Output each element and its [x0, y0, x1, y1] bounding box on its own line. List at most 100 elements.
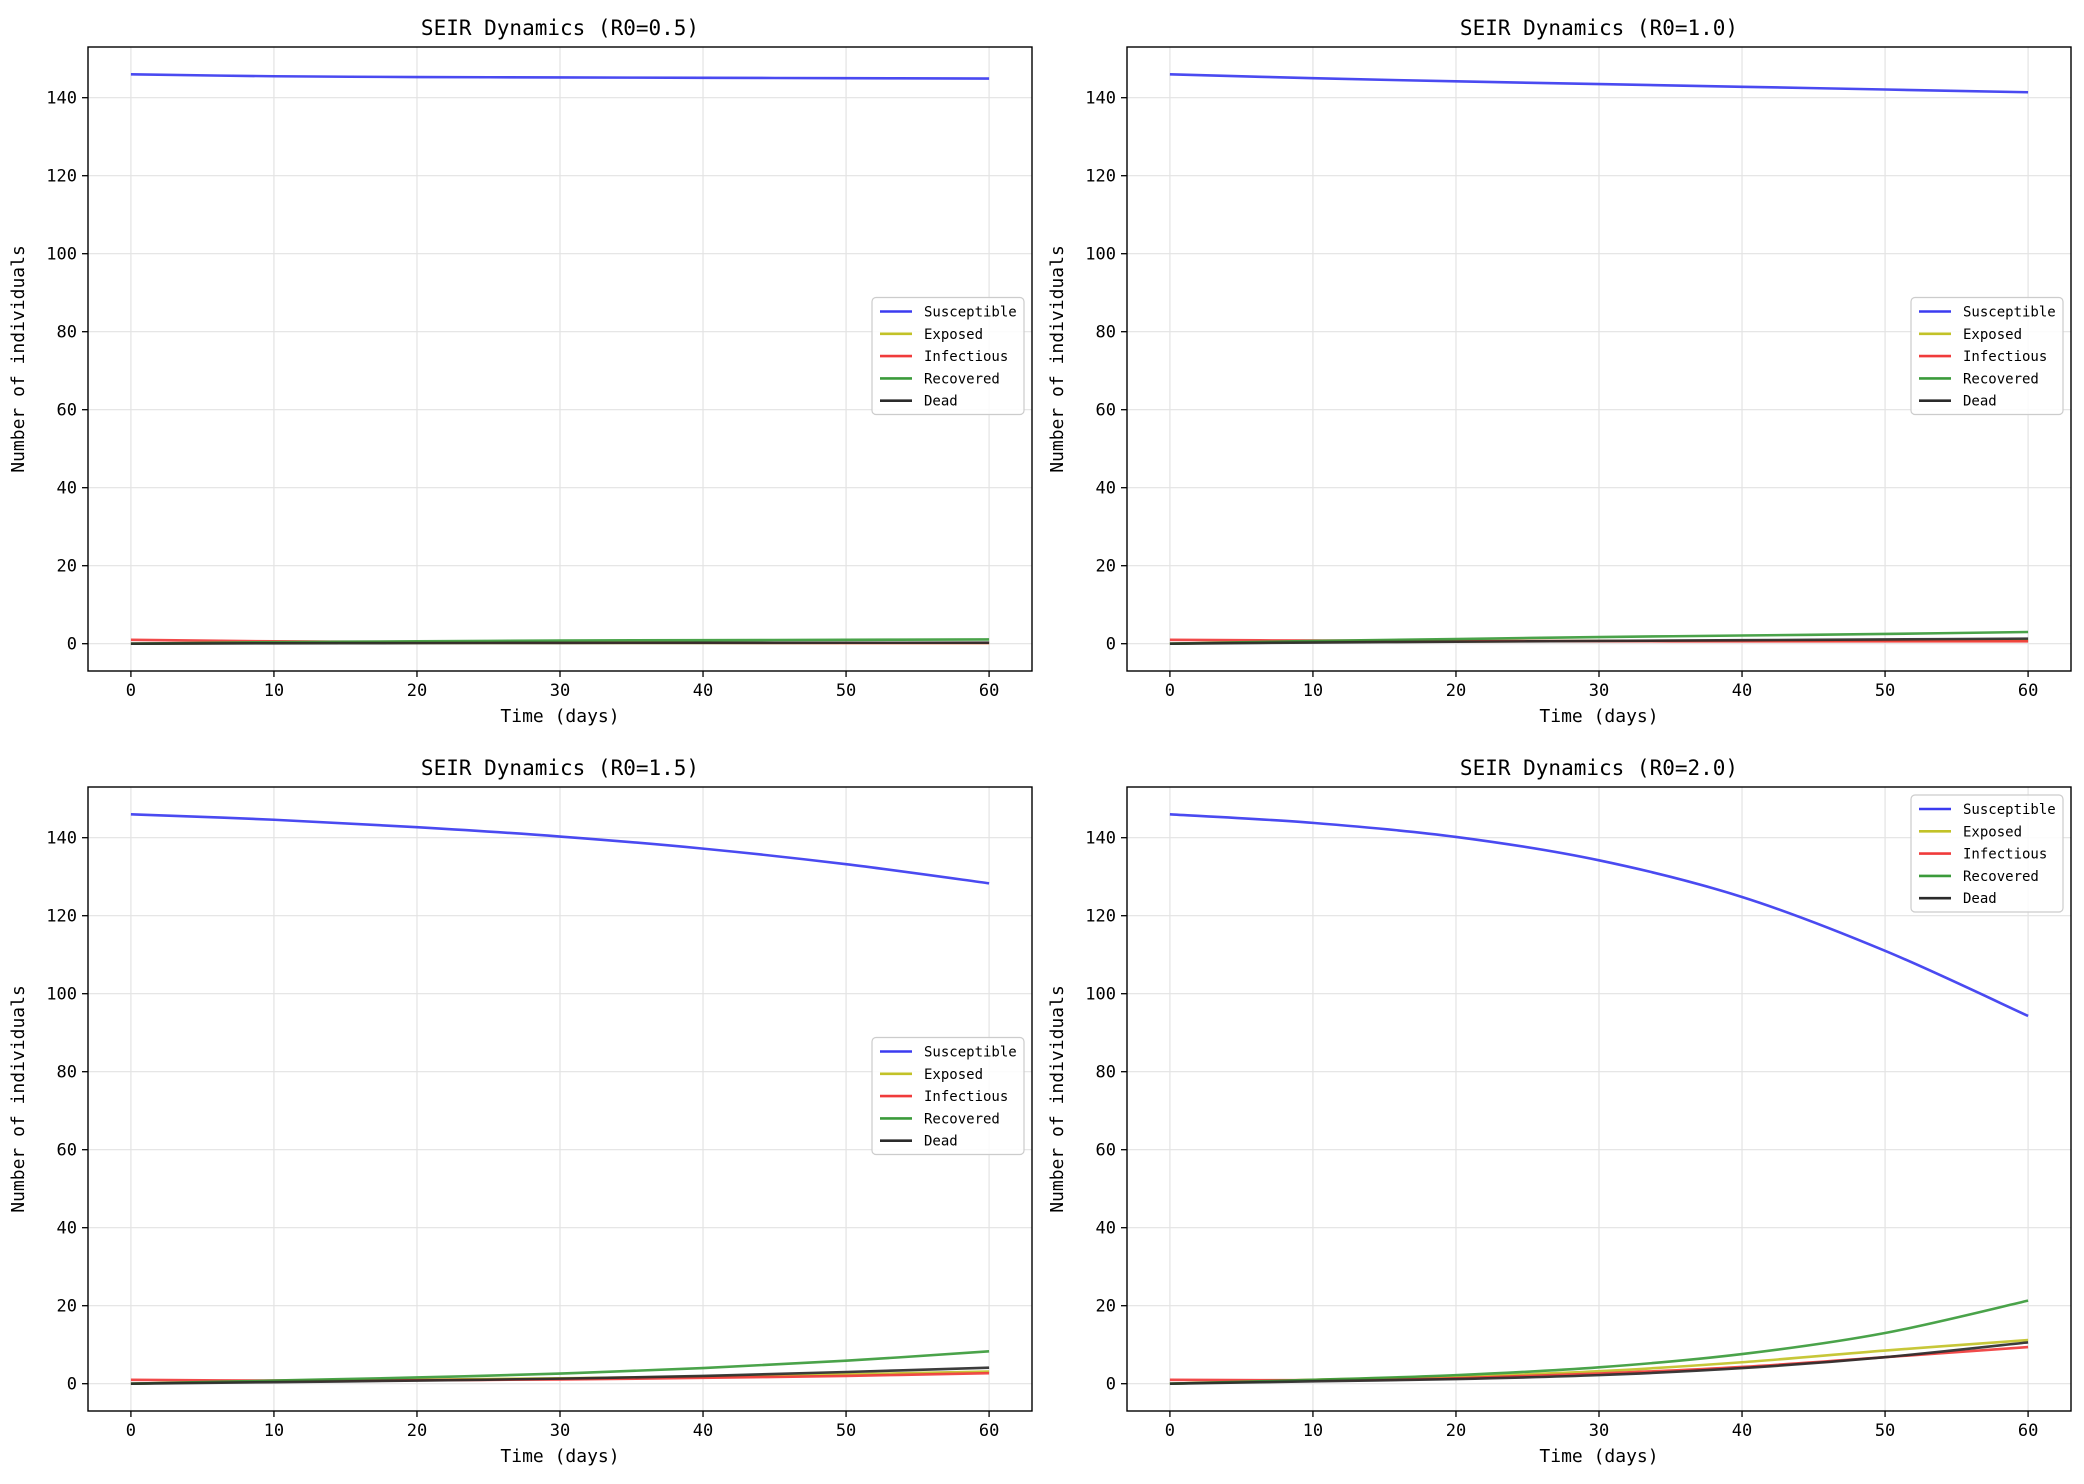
legend: Susceptible Exposed Infectious Recovered Dea… [1910, 794, 2064, 913]
y-tick-label: 0 [67, 1375, 77, 1395]
x-tick-label: 40 [693, 1421, 713, 1441]
x-tick-label: 40 [1732, 1421, 1752, 1441]
series-line-dead [1169, 1341, 2029, 1385]
x-axis-label: Time (days) [1539, 1446, 1658, 1467]
legend: Susceptible Exposed Infectious Recovered Dea… [871, 296, 1025, 416]
y-axis-label: Number of individuals [8, 245, 29, 473]
x-tick-label: 30 [550, 681, 570, 701]
series-lines [130, 73, 990, 645]
x-tick-label: 60 [979, 681, 999, 701]
x-axis-label: Time (days) [500, 706, 619, 727]
y-tick-label: 80 [1096, 1063, 1116, 1083]
legend-label-dead: Dead [1963, 891, 1997, 907]
x-tick-label: 30 [1589, 1421, 1609, 1441]
legend-label-exposed: Exposed [1963, 824, 2022, 840]
y-tick-label: 120 [46, 907, 77, 927]
subplot-r0-0-5: 0 10 20 30 40 50 60 0 20 40 60 80 100 120 140 SEIR Dyna… [8, 16, 1033, 727]
y-axis-label: Number of individuals [1047, 985, 1068, 1213]
legend-label-dead: Dead [1963, 394, 1997, 410]
x-tick-label: 40 [1732, 681, 1752, 701]
y-tick-label: 140 [1085, 89, 1116, 109]
y-tick-label: 20 [1096, 1297, 1116, 1317]
legend-label-infectious: Infectious [1963, 349, 2047, 365]
x-tick-label: 20 [407, 1421, 427, 1441]
y-tick-label: 60 [57, 401, 77, 421]
legend-label-susceptible: Susceptible [1963, 802, 2056, 818]
series-lines [1169, 813, 2029, 1385]
legend-box [1910, 296, 2064, 416]
subplot-r0-1-0: 0 10 20 30 40 50 60 0 20 40 60 80 100 120 140 SEIR Dyna… [1047, 16, 2072, 727]
x-tick-label: 60 [979, 1421, 999, 1441]
x-tick-label: 10 [1303, 1421, 1323, 1441]
legend-box [871, 296, 1025, 416]
y-tick-label: 120 [46, 167, 77, 187]
x-tick-label: 20 [1446, 681, 1466, 701]
y-tick-label: 60 [57, 1141, 77, 1161]
legend-label-susceptible: Susceptible [924, 1045, 1017, 1061]
legend-label-recovered: Recovered [924, 371, 1000, 387]
series-line-susceptible [130, 73, 990, 80]
x-axis-label: Time (days) [1539, 706, 1658, 727]
y-axis-label: Number of individuals [1047, 245, 1068, 473]
x-tick-label: 0 [126, 681, 136, 701]
chart-title: SEIR Dynamics (R0=1.0) [1460, 16, 1738, 40]
y-tick-label: 80 [57, 1063, 77, 1083]
y-tick-label: 20 [57, 557, 77, 577]
y-tick-label: 120 [1085, 167, 1116, 187]
series-line-susceptible [1169, 73, 2029, 94]
legend-label-recovered: Recovered [1963, 371, 2039, 387]
legend-label-infectious: Infectious [924, 349, 1008, 365]
y-tick-label: 0 [1106, 635, 1116, 655]
y-tick-label: 40 [1096, 1219, 1116, 1239]
y-tick-label: 80 [57, 323, 77, 343]
legend-label-recovered: Recovered [1963, 869, 2039, 885]
series-line-recovered [1169, 1299, 2029, 1385]
y-tick-label: 0 [1106, 1375, 1116, 1395]
legend-label-infectious: Infectious [1963, 847, 2047, 863]
x-tick-label: 40 [693, 681, 713, 701]
x-tick-label: 10 [1303, 681, 1323, 701]
x-tick-label: 0 [126, 1421, 136, 1441]
y-tick-label: 100 [1085, 245, 1116, 265]
y-tick-label: 40 [57, 1219, 77, 1239]
x-tick-label: 60 [2018, 681, 2038, 701]
x-tick-label: 50 [1875, 1421, 1895, 1441]
x-tick-label: 50 [836, 1421, 856, 1441]
y-tick-label: 60 [1096, 1141, 1116, 1161]
y-tick-label: 140 [1085, 829, 1116, 849]
chart-title: SEIR Dynamics (R0=2.0) [1460, 756, 1738, 780]
series-line-susceptible [130, 813, 990, 885]
legend-label-exposed: Exposed [924, 1067, 983, 1083]
y-tick-label: 100 [1085, 985, 1116, 1005]
chart-title: SEIR Dynamics (R0=1.5) [421, 756, 699, 780]
legend-label-exposed: Exposed [1963, 327, 2022, 343]
x-tick-label: 50 [1875, 681, 1895, 701]
legend-label-dead: Dead [924, 1134, 958, 1150]
series-lines [130, 813, 990, 1385]
y-tick-label: 140 [46, 829, 77, 849]
legend-label-infectious: Infectious [924, 1089, 1008, 1105]
x-tick-label: 10 [264, 681, 284, 701]
x-tick-label: 30 [1589, 681, 1609, 701]
series-line-dead [1169, 637, 2029, 645]
subplot-r0-2-0: 0 10 20 30 40 50 60 0 20 40 60 80 100 120 140 SEIR Dyna… [1047, 756, 2072, 1467]
x-tick-label: 10 [264, 1421, 284, 1441]
y-tick-label: 20 [57, 1297, 77, 1317]
series-line-dead [130, 641, 990, 645]
series-line-recovered [1169, 630, 2029, 645]
series-line-recovered [130, 1350, 990, 1385]
series-lines [1169, 73, 2029, 645]
x-tick-label: 50 [836, 681, 856, 701]
y-tick-label: 80 [1096, 323, 1116, 343]
y-tick-label: 140 [46, 89, 77, 109]
x-tick-label: 60 [2018, 1421, 2038, 1441]
y-tick-label: 40 [57, 479, 77, 499]
legend-label-susceptible: Susceptible [924, 305, 1017, 321]
grid [88, 47, 1032, 671]
y-tick-label: 120 [1085, 907, 1116, 927]
x-tick-label: 0 [1165, 681, 1175, 701]
legend-label-susceptible: Susceptible [1963, 305, 2056, 321]
y-tick-label: 100 [46, 245, 77, 265]
legend-label-recovered: Recovered [924, 1111, 1000, 1127]
